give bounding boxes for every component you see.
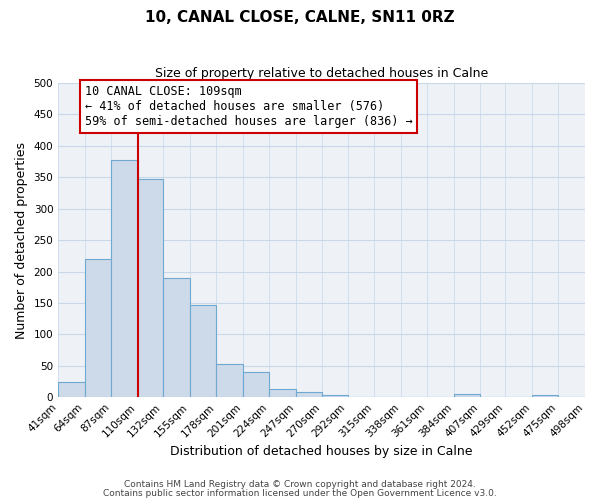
X-axis label: Distribution of detached houses by size in Calne: Distribution of detached houses by size … xyxy=(170,444,473,458)
Bar xyxy=(58,382,85,397)
Bar xyxy=(269,389,296,397)
Bar xyxy=(85,259,111,397)
Title: Size of property relative to detached houses in Calne: Size of property relative to detached ho… xyxy=(155,68,488,80)
Text: 10 CANAL CLOSE: 109sqm
← 41% of detached houses are smaller (576)
59% of semi-de: 10 CANAL CLOSE: 109sqm ← 41% of detached… xyxy=(85,85,412,128)
Bar xyxy=(532,396,559,397)
Bar xyxy=(111,160,138,397)
Text: 10, CANAL CLOSE, CALNE, SN11 0RZ: 10, CANAL CLOSE, CALNE, SN11 0RZ xyxy=(145,10,455,25)
Text: Contains HM Land Registry data © Crown copyright and database right 2024.: Contains HM Land Registry data © Crown c… xyxy=(124,480,476,489)
Bar xyxy=(454,394,480,397)
Text: Contains public sector information licensed under the Open Government Licence v3: Contains public sector information licen… xyxy=(103,488,497,498)
Bar xyxy=(296,392,322,397)
Y-axis label: Number of detached properties: Number of detached properties xyxy=(15,142,28,338)
Bar xyxy=(138,178,163,397)
Bar xyxy=(163,278,190,397)
Bar xyxy=(242,372,269,397)
Bar xyxy=(322,396,347,397)
Bar xyxy=(190,305,216,397)
Bar xyxy=(216,364,242,397)
